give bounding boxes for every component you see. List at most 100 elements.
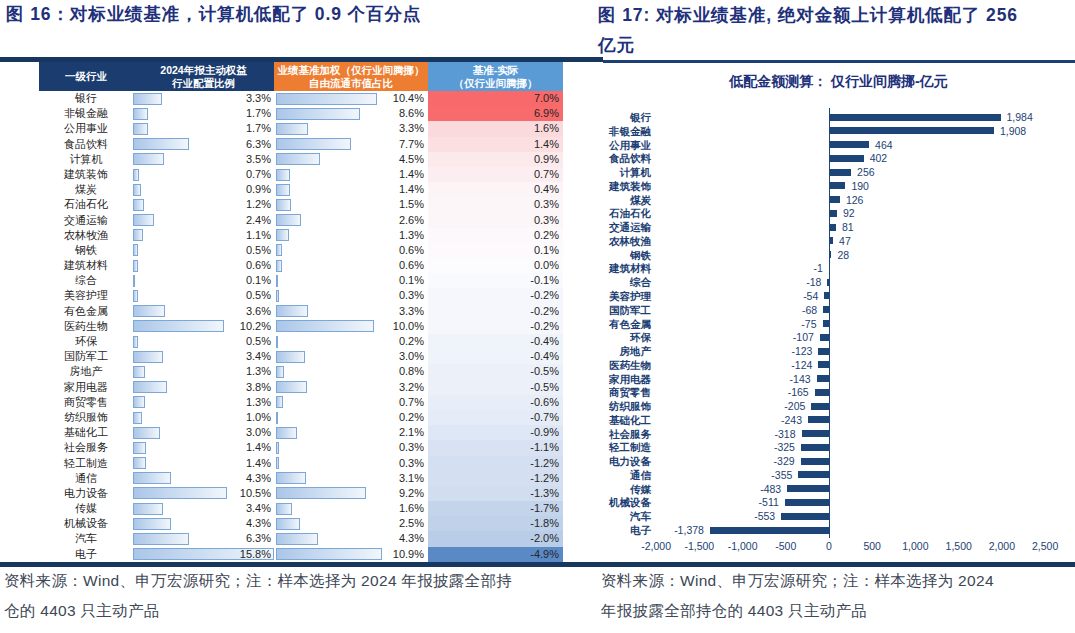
category-label: 电子: [570, 523, 651, 537]
allocation-cell: 6.3%: [133, 531, 274, 546]
table-row: 家用电器3.8%3.2%-0.5%: [39, 380, 563, 395]
category-label: 建筑材料: [570, 261, 651, 275]
category-label: 钢铁: [570, 248, 651, 262]
industry-label: 轻工制造: [39, 456, 133, 471]
allocation-value: 3.4%: [246, 349, 271, 364]
table-row: 传媒3.4%1.6%-1.7%: [39, 501, 563, 516]
bar: [829, 196, 840, 203]
header-allocation: 2024年报主动权益 行业配置比例: [133, 64, 274, 89]
benchmark-value: 3.3%: [399, 121, 424, 136]
industry-label: 煤炭: [39, 182, 133, 197]
diff-cell: -1.8%: [428, 516, 563, 531]
bar: [801, 458, 829, 465]
table-row: 煤炭0.9%1.4%0.4%: [39, 182, 563, 197]
bar: [798, 471, 829, 478]
allocation-databar: [133, 351, 163, 363]
benchmark-cell: 0.3%: [274, 440, 428, 455]
diff-cell: -1.2%: [428, 456, 563, 471]
benchmark-databar: [276, 320, 374, 332]
allocation-value: 1.3%: [246, 364, 271, 379]
diff-cell: 6.9%: [428, 106, 563, 121]
benchmark-value: 10.9%: [393, 547, 424, 562]
allocation-value: 3.4%: [246, 501, 271, 516]
industry-label: 银行: [39, 91, 133, 106]
benchmark-databar: [276, 93, 377, 105]
allocation-value: 1.3%: [246, 395, 271, 410]
allocation-cell: 1.3%: [133, 364, 274, 379]
industry-label: 通信: [39, 471, 133, 486]
benchmark-cell: 4.3%: [274, 531, 428, 546]
benchmark-databar: [276, 427, 297, 439]
industry-label: 机械设备: [39, 516, 133, 531]
benchmark-cell: 8.6%: [274, 106, 428, 121]
benchmark-value: 1.3%: [399, 228, 424, 243]
category-label: 环保: [570, 330, 651, 344]
bar: [811, 403, 829, 410]
category-label: 社会服务: [570, 427, 651, 441]
bar-value-label: -205: [784, 399, 805, 413]
diff-cell: 0.3%: [428, 197, 563, 212]
allocation-cell: 2.4%: [133, 213, 274, 228]
header-allocation-line2: 行业配置比例: [133, 77, 274, 90]
allocation-databar: [133, 518, 171, 530]
table-row: 社会服务1.4%0.3%-1.1%: [39, 440, 563, 455]
allocation-cell: 1.4%: [133, 456, 274, 471]
allocation-databar: [133, 108, 148, 120]
benchmark-value: 0.3%: [399, 440, 424, 455]
bar: [829, 224, 836, 231]
bar-value-label: -165: [788, 385, 809, 399]
benchmark-databar: [276, 487, 366, 499]
benchmark-value: 3.3%: [399, 304, 424, 319]
benchmark-value: 10.4%: [393, 91, 424, 106]
bar-value-label: -553: [754, 509, 775, 523]
benchmark-databar: [276, 290, 279, 302]
industry-label: 国防军工: [39, 349, 133, 364]
benchmark-value: 1.5%: [399, 197, 424, 212]
benchmark-databar: [276, 123, 308, 135]
fig17-chart-title: 低配金额测算： 仅行业间腾挪-亿元: [616, 73, 1061, 91]
benchmark-databar: [276, 351, 305, 363]
allocation-cell: 3.4%: [133, 501, 274, 516]
benchmark-cell: 3.0%: [274, 349, 428, 364]
allocation-cell: 0.9%: [133, 182, 274, 197]
benchmark-databar: [276, 548, 382, 560]
benchmark-value: 1.6%: [399, 501, 424, 516]
industry-label: 食品饮料: [39, 137, 133, 152]
allocation-databar: [133, 336, 138, 348]
allocation-value: 1.7%: [246, 121, 271, 136]
category-label: 公用事业: [570, 138, 651, 152]
fig16-table: 一级行业 2024年报主动权益 行业配置比例 业绩基准加权（仅行业间腾挪） 自由…: [39, 62, 563, 562]
table-row: 综合0.1%0.1%-0.1%: [39, 273, 563, 288]
category-label: 电力设备: [570, 454, 651, 468]
allocation-databar: [133, 533, 189, 545]
header-industry: 一级行业: [39, 70, 133, 83]
diff-cell: -0.5%: [428, 380, 563, 395]
bar-value-label: 28: [837, 248, 849, 262]
bar: [829, 155, 864, 162]
allocation-databar: [133, 396, 145, 408]
diff-cell: -0.1%: [428, 273, 563, 288]
table-row: 纺织服饰1.0%0.2%-0.7%: [39, 410, 563, 425]
category-label: 食品饮料: [570, 151, 651, 165]
benchmark-value: 0.2%: [399, 334, 424, 349]
benchmark-databar: [276, 518, 300, 530]
benchmark-databar: [276, 260, 282, 272]
bar-value-label: -18: [806, 275, 821, 289]
header-diff: 基准-实际 （仅行业间腾挪）: [428, 62, 563, 91]
header-diff-line1: 基准-实际: [428, 64, 563, 77]
allocation-value: 0.7%: [246, 167, 271, 182]
bar-value-label: -124: [791, 358, 812, 372]
benchmark-databar: [276, 396, 283, 408]
category-label: 交通运输: [570, 220, 651, 234]
fig16-source-note: 资料来源：Wind、申万宏源研究；注：样本选择为 2024 年报披露全部持 仓的…: [4, 566, 569, 626]
fig16-source-line2: 仓的 4403 只主动产品: [4, 596, 569, 626]
table-row: 交通运输2.4%2.6%0.3%: [39, 213, 563, 228]
allocation-value: 0.1%: [246, 273, 271, 288]
allocation-value: 4.3%: [246, 471, 271, 486]
benchmark-cell: 0.1%: [274, 273, 428, 288]
allocation-databar: [133, 275, 135, 287]
table-row: 有色金属3.6%3.3%-0.2%: [39, 304, 563, 319]
bar: [829, 114, 1001, 121]
industry-label: 交通运输: [39, 213, 133, 228]
benchmark-databar: [276, 244, 282, 256]
